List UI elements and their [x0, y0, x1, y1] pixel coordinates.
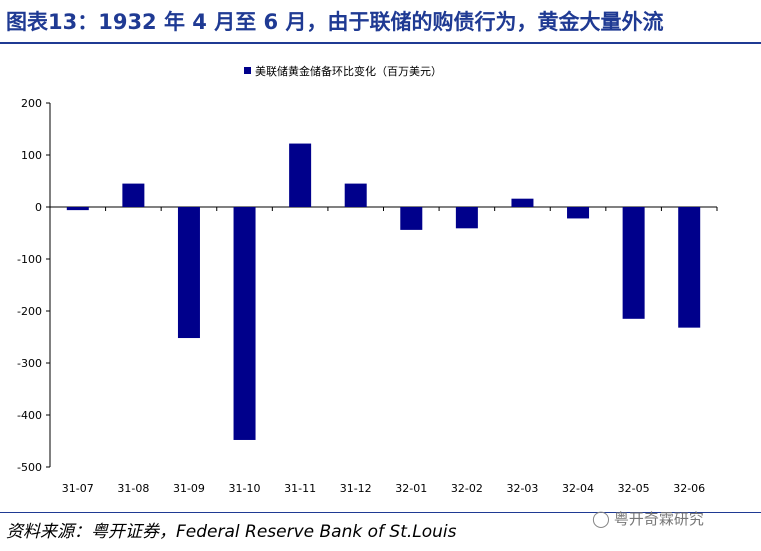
- legend: 美联储黄金储备环比变化（百万美元）: [244, 64, 442, 78]
- y-tick-label: -300: [17, 357, 42, 370]
- bar-32-05: [622, 207, 645, 319]
- y-axis: 200 100 0 -100 -200 -300 -400 -500: [17, 97, 51, 474]
- x-tick-label: 32-02: [451, 482, 483, 495]
- watermark-text: 粤开奇霖研究: [613, 510, 704, 528]
- x-tick-label: 31-07: [62, 482, 94, 495]
- y-tick-label: -400: [17, 409, 42, 422]
- bars: [66, 143, 701, 440]
- bar-31-08: [122, 183, 145, 207]
- bar-32-02: [455, 207, 478, 229]
- bar-chart: 美联储黄金储备环比变化（百万美元） 200 100 0 -100 -200 -300 -40…: [17, 64, 718, 495]
- bar-32-06: [678, 207, 701, 328]
- bar-31-07: [66, 207, 89, 211]
- page-title: 图表13：1932 年 4 月至 6 月，由于联储的购债行为，黄金大量外流: [6, 10, 664, 34]
- wechat-icon: ◯: [592, 509, 610, 528]
- bar-31-09: [177, 207, 200, 339]
- title-divider: [0, 42, 761, 44]
- x-tick-label: 31-09: [173, 482, 205, 495]
- x-tick-label: 32-04: [562, 482, 594, 495]
- bar-32-01: [400, 207, 423, 230]
- bar-32-04: [567, 207, 590, 219]
- y-tick-label: 200: [21, 97, 42, 110]
- y-tick-label: -500: [17, 461, 42, 474]
- watermark: ◯ 粤开奇霖研究: [592, 508, 704, 529]
- bar-31-11: [289, 143, 312, 207]
- x-tick-label: 31-10: [229, 482, 261, 495]
- x-tick-label: 32-01: [395, 482, 427, 495]
- y-tick-label: 0: [35, 201, 42, 214]
- bar-31-12: [344, 183, 367, 207]
- bar-32-03: [511, 198, 534, 207]
- legend-label: 美联储黄金储备环比变化（百万美元）: [255, 64, 442, 78]
- x-tick-label: 32-03: [506, 482, 538, 495]
- x-tick-label: 31-08: [117, 482, 149, 495]
- legend-swatch: [244, 67, 251, 74]
- source-note: 资料来源：粤开证券，Federal Reserve Bank of St.Lou…: [6, 522, 457, 542]
- bar-31-10: [233, 207, 256, 440]
- y-tick-label: -100: [17, 253, 42, 266]
- y-tick-label: 100: [21, 149, 42, 162]
- y-tick-label: -200: [17, 305, 42, 318]
- x-tick-label: 32-06: [673, 482, 705, 495]
- footer-divider: [0, 512, 761, 513]
- x-tick-label: 31-11: [284, 482, 316, 495]
- x-tick-label: 31-12: [340, 482, 372, 495]
- x-tick-label: 32-05: [618, 482, 650, 495]
- x-axis: 31-07 31-08 31-09 31-10 31-11 31-12 32-01 32-02…: [49, 206, 718, 495]
